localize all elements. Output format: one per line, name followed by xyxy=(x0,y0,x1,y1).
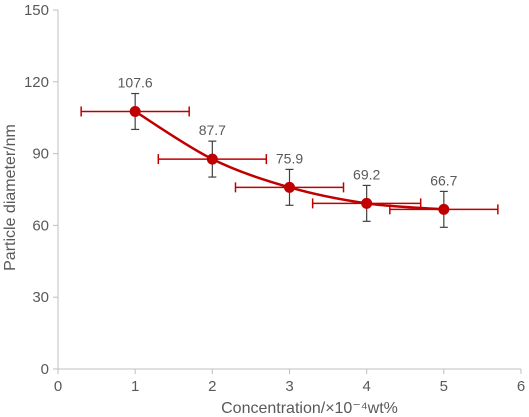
data-point xyxy=(284,181,295,193)
y-tick-label: 150 xyxy=(24,2,49,19)
x-tick-label: 5 xyxy=(440,378,448,395)
data-point xyxy=(129,105,141,117)
data-point xyxy=(206,153,218,165)
data-label: 66.7 xyxy=(430,172,457,188)
y-tick-label: 0 xyxy=(41,361,49,378)
x-axis-title: Concentration/×10⁻⁴wt% xyxy=(221,400,398,417)
x-tick-label: 3 xyxy=(285,378,293,395)
x-tick-label: 6 xyxy=(517,378,525,395)
y-tick-label: 30 xyxy=(32,289,49,306)
data-label: 75.9 xyxy=(276,150,303,166)
x-tick-label: 1 xyxy=(131,378,139,395)
y-axis-title: Particle diameter/nm xyxy=(2,124,19,271)
x-tick-label: 4 xyxy=(362,378,370,395)
series-layer: 107.6 87.7 75.9 69.2 66.7 xyxy=(80,75,499,228)
data-label: 87.7 xyxy=(199,122,226,138)
data-point xyxy=(361,197,373,209)
y-tick-label: 120 xyxy=(24,74,49,91)
y-tick-label: 90 xyxy=(32,146,49,163)
data-label: 107.6 xyxy=(118,75,153,91)
y-tick-label: 60 xyxy=(32,217,49,234)
data-point xyxy=(438,203,450,215)
x-tick-label: 0 xyxy=(54,378,62,395)
data-label: 69.2 xyxy=(353,166,380,182)
x-tick-label: 2 xyxy=(208,378,216,395)
